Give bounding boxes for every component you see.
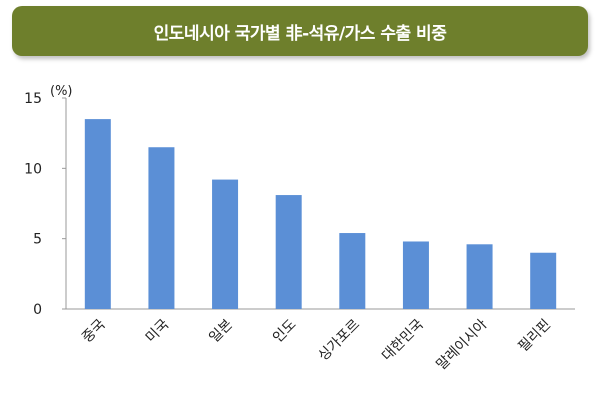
y-tick-label: 0 bbox=[33, 302, 42, 318]
chart-title: 인도네시아 국가별 非-석유/가스 수출 비중 bbox=[153, 23, 447, 44]
x-tick-label: 미국 bbox=[143, 316, 173, 346]
bar-7 bbox=[530, 252, 557, 309]
y-tick-label: 10 bbox=[24, 161, 42, 177]
bar-1 bbox=[148, 147, 175, 309]
y-tick-label: 5 bbox=[33, 232, 42, 248]
y-tick-label: 15 bbox=[24, 91, 42, 107]
x-tick-label: 일본 bbox=[206, 316, 236, 346]
x-tick-label: 인도 bbox=[270, 316, 300, 346]
bar-5 bbox=[402, 241, 429, 309]
chart-title-bar: 인도네시아 국가별 非-석유/가스 수출 비중 bbox=[12, 6, 588, 56]
x-tick-label: 싱가포르 bbox=[315, 316, 363, 364]
bars bbox=[84, 119, 557, 309]
bar-6 bbox=[466, 244, 493, 309]
x-tick-label: 대한민국 bbox=[379, 316, 427, 364]
bar-2 bbox=[212, 179, 239, 309]
x-tick-label: 말레이시아 bbox=[434, 316, 491, 373]
y-unit-label: (%) bbox=[50, 84, 73, 99]
bar-4 bbox=[339, 233, 366, 309]
x-tick-label: 필리핀 bbox=[515, 317, 554, 356]
x-tick-label: 중국 bbox=[79, 316, 109, 346]
bar-3 bbox=[275, 195, 302, 309]
bar-0 bbox=[84, 119, 111, 309]
x-axis-labels: 중국 미국 일본 인도 싱가포르 대한민국 말레이시아 필리핀 bbox=[79, 316, 554, 373]
